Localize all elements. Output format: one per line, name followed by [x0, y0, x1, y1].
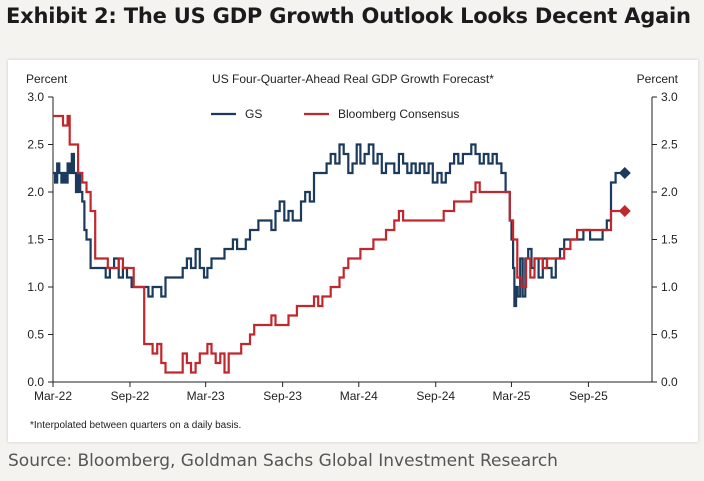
y-tick-label-left: 2.0 [27, 185, 44, 199]
chart-footnote: *Interpolated between quarters on a dail… [30, 420, 241, 431]
y-tick-label-right: 1.0 [661, 280, 678, 294]
y-tick-label-left: 2.5 [27, 138, 44, 152]
x-tick-label: Mar-25 [492, 389, 530, 403]
legend-label-gs: GS [245, 107, 262, 121]
y-tick-label-left: 1.0 [27, 280, 44, 294]
x-tick-label: Sep-24 [416, 389, 455, 403]
legend: GS Bloomberg Consensus [211, 107, 459, 121]
end-marker-gs [618, 167, 631, 179]
chart-card: US Four-Quarter-Ahead Real GDP Growth Fo… [8, 60, 698, 442]
y-tick-label-left: 1.5 [27, 233, 44, 247]
y-tick-label-left: 3.0 [27, 90, 44, 104]
y-tick-label-right: 1.5 [661, 233, 678, 247]
x-tick-label: Sep-22 [111, 389, 150, 403]
y-tick-label-left: 0.0 [27, 375, 44, 389]
end-marker-bloomberg-consensus [618, 205, 631, 217]
x-tick-label: Sep-23 [263, 389, 302, 403]
y-tick-label-right: 2.5 [661, 138, 678, 152]
chart-title: US Four-Quarter-Ahead Real GDP Growth Fo… [212, 72, 494, 86]
x-tick-label: Mar-22 [34, 389, 72, 403]
y-tick-label-right: 0.5 [661, 328, 678, 342]
series-line-bloomberg-consensus [53, 114, 620, 374]
exhibit-title: Exhibit 2: The US GDP Growth Outlook Loo… [6, 4, 691, 28]
source-note: Source: Bloomberg, Goldman Sachs Global … [8, 451, 558, 471]
y-tick-label-right: 2.0 [661, 185, 678, 199]
y-axis-left-label: Percent [26, 72, 68, 86]
legend-label-bloomberg-consensus: Bloomberg Consensus [338, 107, 459, 121]
x-tick-label: Mar-23 [187, 389, 225, 403]
y-axis-right-label: Percent [637, 72, 679, 86]
line-chart: US Four-Quarter-Ahead Real GDP Growth Fo… [26, 72, 679, 431]
y-tick-label-right: 3.0 [661, 90, 678, 104]
x-tick-label: Sep-25 [569, 389, 608, 403]
axes: 0.0 0.0 0.5 0.5 1.0 1.0 1.5 1.5 2.0 2.0 2.5 2.5 3.0 3… [27, 90, 678, 403]
series-layer [53, 114, 631, 374]
series-line-gs [53, 143, 620, 308]
x-tick-label: Mar-24 [340, 389, 378, 403]
y-tick-label-right: 0.0 [661, 375, 678, 389]
y-tick-label-left: 0.5 [27, 328, 44, 342]
